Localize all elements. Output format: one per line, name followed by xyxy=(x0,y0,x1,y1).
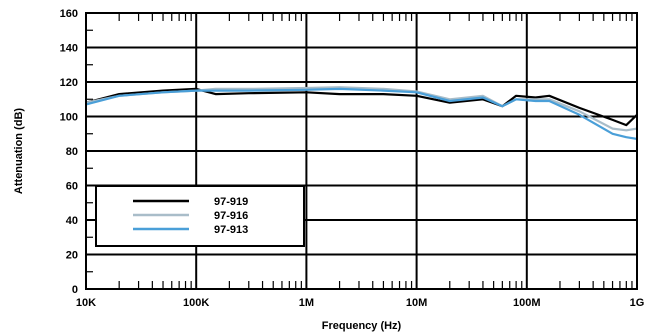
x-axis-title: Frequency (Hz) xyxy=(322,320,402,332)
y-tick-label: 100 xyxy=(60,112,78,124)
x-tick-label: 100M xyxy=(513,297,541,309)
y-axis-title: Attenuation (dB) xyxy=(13,108,25,194)
legend-box xyxy=(95,185,305,247)
y-tick-label: 40 xyxy=(66,215,78,227)
legend-label: 97-916 xyxy=(214,210,248,222)
x-tick-label: 10M xyxy=(406,297,427,309)
plot-border xyxy=(85,12,638,290)
plot-frame xyxy=(85,12,638,290)
x-tick-label: 100K xyxy=(183,297,209,309)
series-lines xyxy=(85,86,638,140)
x-tick-label: 1G xyxy=(630,297,645,309)
legend: 97-919 97-916 97-913 xyxy=(95,185,305,247)
y-tick-label: 20 xyxy=(66,250,78,262)
legend-label: 97-919 xyxy=(214,196,248,208)
y-tick-label: 140 xyxy=(60,43,78,55)
tick-labels: 0 20 40 60 80 100 120 140 160 10K 100K 1M 10M 100M 1G xyxy=(60,8,645,309)
legend-label: 97-913 xyxy=(214,224,248,236)
x-tick-label: 1M xyxy=(299,297,314,309)
series-line-97-913 xyxy=(85,87,638,140)
series-line-97-919 xyxy=(85,87,638,127)
y-tick-label: 80 xyxy=(66,146,78,158)
x-tick-label: 10K xyxy=(76,297,96,309)
y-tick-label: 60 xyxy=(66,181,78,193)
y-tick-label: 120 xyxy=(60,77,78,89)
y-tick-label: 0 xyxy=(72,284,78,296)
grid xyxy=(85,12,638,290)
y-tick-label: 160 xyxy=(60,8,78,20)
